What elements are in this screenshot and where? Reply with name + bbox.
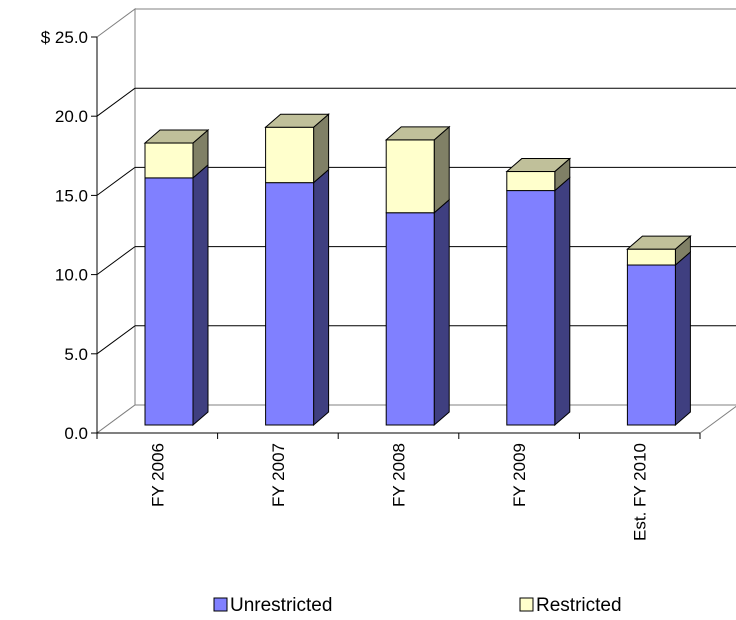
bar-unrestricted-3-side bbox=[433, 198, 450, 427]
bar-restricted-5-top bbox=[626, 235, 692, 250]
y-tick-labels: 0.0 5.0 10.0 15.0 20.0 $ 25.0 bbox=[41, 28, 88, 443]
legend-unrestricted-swatch bbox=[213, 597, 228, 612]
legend-restricted-swatch bbox=[519, 597, 534, 612]
gridline-side bbox=[96, 246, 136, 276]
side-wall bbox=[96, 8, 136, 434]
axes bbox=[91, 36, 701, 439]
bar-unrestricted-5 bbox=[626, 264, 676, 426]
bar-unrestricted-3 bbox=[385, 212, 435, 426]
bar-restricted-2 bbox=[265, 126, 315, 184]
x-tick-label: Est. FY 2010 bbox=[631, 443, 650, 541]
x-tick-label: FY 2007 bbox=[269, 443, 288, 507]
bars bbox=[143, 113, 692, 427]
x-tick-label: FY 2008 bbox=[390, 443, 409, 507]
bar-unrestricted-5-side bbox=[674, 250, 691, 427]
legend-unrestricted-label: Unrestricted bbox=[230, 595, 332, 616]
bar-restricted-4-top bbox=[505, 158, 572, 173]
bar-restricted-4 bbox=[506, 171, 556, 192]
bar-unrestricted-4 bbox=[506, 190, 556, 426]
y-tick-label: 10.0 bbox=[55, 266, 88, 285]
y-tick-label: $ 25.0 bbox=[41, 28, 88, 47]
bar-restricted-3 bbox=[385, 139, 435, 214]
y-tick-label: 15.0 bbox=[55, 186, 88, 205]
gridline-side bbox=[96, 325, 136, 355]
y-tick-label: 0.0 bbox=[64, 424, 88, 443]
bar-restricted-1 bbox=[144, 142, 194, 179]
bar-restricted-3-side bbox=[433, 125, 450, 214]
x-tick-label: FY 2009 bbox=[510, 443, 529, 507]
bar-restricted-3-top bbox=[384, 126, 451, 141]
x-tick-label: FY 2006 bbox=[148, 443, 167, 507]
bar-unrestricted-4-side bbox=[554, 176, 571, 427]
bar-restricted-2-top bbox=[264, 113, 330, 128]
bar-unrestricted-2-side bbox=[313, 168, 330, 427]
gridline-side bbox=[96, 166, 136, 196]
legend-restricted-label: Restricted bbox=[536, 595, 622, 616]
bar-unrestricted-1-side bbox=[192, 163, 209, 427]
bar-restricted-1-top bbox=[143, 129, 210, 144]
y-tick-label: 5.0 bbox=[64, 345, 88, 364]
y-tick-label: 20.0 bbox=[55, 107, 88, 126]
x-tick-labels: FY 2006 FY 2007 FY 2008 FY 2009 Est. FY 2010 bbox=[148, 443, 649, 541]
bar-unrestricted-2 bbox=[265, 182, 315, 426]
bar-unrestricted-1 bbox=[144, 177, 194, 426]
legend: Unrestricted Restricted bbox=[213, 595, 622, 616]
gridline-side bbox=[96, 87, 136, 117]
bar-restricted-5 bbox=[626, 248, 676, 266]
